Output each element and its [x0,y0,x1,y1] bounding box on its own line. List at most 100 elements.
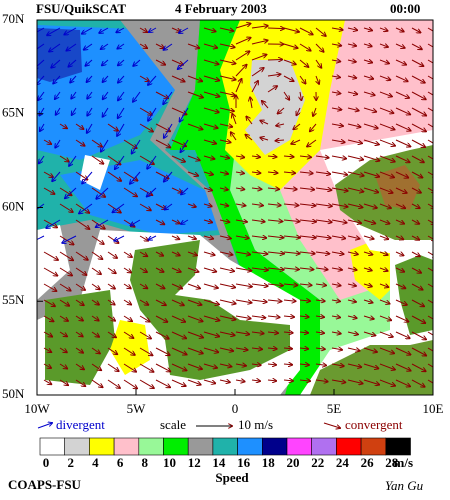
wind-arrow [315,156,329,158]
wind-arrow [139,235,148,241]
wind-arrow [155,267,164,272]
wind-arrow [363,107,376,112]
wind-arrow [276,140,285,141]
wind-arrow [155,59,165,65]
wind-arrow [38,91,45,100]
wind-arrow [299,156,311,157]
wind-arrow [411,107,426,116]
speed-region [245,60,305,155]
wind-arrow [347,363,361,367]
wind-arrow [331,140,345,142]
wind-arrow [75,123,83,129]
lon-tick-label: 5W [127,401,147,416]
wind-arrow [203,236,213,239]
wind-arrow [347,236,359,239]
wind-arrow [246,117,253,125]
wind-arrow [155,219,164,224]
wind-arrow [70,75,77,83]
wind-arrow [219,75,236,80]
wind-arrow [155,363,170,371]
wind-arrow [267,316,280,317]
wind-arrow [315,43,324,52]
wind-arrow [116,27,125,32]
wind-arrow [69,155,77,166]
wind-arrow [203,91,219,97]
wind-arrow [65,187,77,198]
wind-arrow [59,267,72,276]
wind-arrow [171,107,187,114]
wind-arrow [219,124,232,127]
wind-arrow [102,59,109,65]
wind-arrow [203,156,214,159]
wind-arrow [331,108,341,110]
wind-arrow [395,91,409,98]
wind-arrow [187,379,201,385]
wind-arrow [395,236,403,239]
wind-arrow [82,27,93,34]
wind-arrow [149,235,157,240]
wind-arrow [235,38,251,45]
wind-arrow [331,284,341,286]
wind-arrow [251,316,265,318]
wind-arrow [75,267,86,275]
wind-arrow [251,172,260,173]
wind-arrow [427,315,433,320]
wind-arrow [379,91,392,97]
wind-arrow [395,187,407,193]
wind-arrow [203,299,219,304]
wind-arrow [331,380,345,382]
wind-arrow [43,347,51,352]
wind-arrow [363,316,374,319]
wind-arrow [103,91,109,99]
wind-arrow [267,86,277,93]
wind-arrow [235,220,247,222]
wind-arrow [411,251,420,256]
wind-arrow [363,187,378,192]
wind-arrow [315,316,324,317]
wind-arrow [75,139,85,146]
wind-arrow [107,347,117,354]
lat-tick-label: 55N [2,292,25,307]
colorbar-box [385,437,411,456]
wind-arrow [181,219,189,224]
wind-arrow [363,219,375,223]
wind-arrow [363,60,372,63]
wind-arrow [331,156,346,159]
colorbar-box [163,437,189,456]
wind-arrow [187,123,202,129]
wind-arrow [411,27,420,33]
wind-arrow [251,26,268,28]
date: 4 February 2003 [175,1,267,16]
wind-arrow [96,219,109,227]
map-field [37,20,433,395]
wind-arrow [299,188,314,190]
wind-arrow [411,59,423,66]
wind-arrow [181,139,189,152]
wind-arrow [411,283,423,290]
wind-arrow [118,91,125,100]
wind-arrow [347,332,358,334]
wind-arrow [251,364,261,365]
wind-arrow [363,76,373,79]
wind-arrow [203,75,219,81]
wind-arrow [267,348,277,349]
wind-arrow [235,380,245,382]
wind-arrow [251,284,268,286]
wind-arrow [395,155,410,162]
wind-arrow [395,171,408,178]
wind-arrow [260,138,269,140]
wind-arrow [411,139,425,147]
wind-arrow [283,91,289,100]
wind-arrow [235,188,244,189]
wind-arrow [43,187,54,194]
wind-arrow [427,171,433,177]
colorbar-box [212,437,238,456]
wind-arrow [133,59,141,66]
legend-arrow [323,422,340,428]
wind-arrow [299,364,309,365]
wind-arrow [107,155,120,164]
wind-arrow [427,107,433,112]
wind-arrow [283,332,293,333]
wind-arrow [251,252,267,254]
wind-arrow [114,235,125,241]
